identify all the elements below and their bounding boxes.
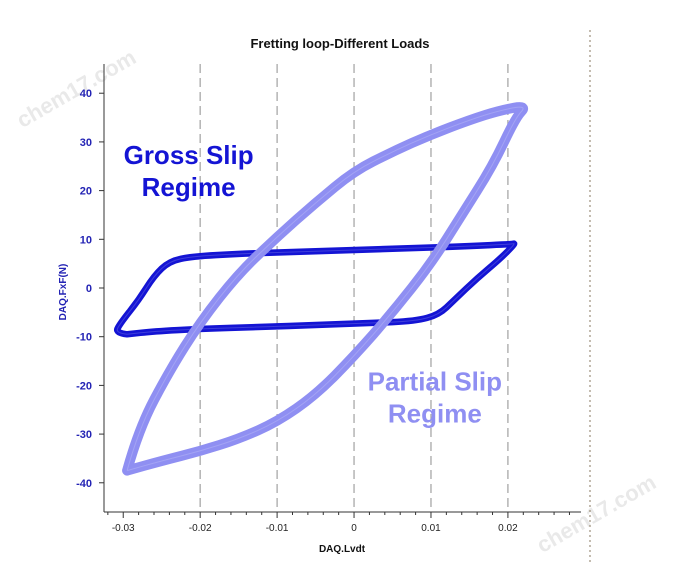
watermark-layer: chem17.com chem17.com — [12, 44, 660, 557]
y-tick-label: -30 — [76, 429, 92, 441]
x-tick-label: 0.01 — [421, 523, 441, 534]
chart-title: Fretting loop-Different Loads — [250, 36, 429, 51]
x-tick-label: 0 — [351, 523, 357, 534]
series-gross-texture — [116, 243, 515, 335]
x-tick-label: -0.01 — [266, 523, 289, 534]
series-partial-loop — [122, 102, 529, 476]
y-axis-ticks: -40 -30 -20 -10 0 10 20 30 40 — [76, 88, 104, 490]
x-tick-label: 0.02 — [498, 523, 518, 534]
y-tick-label: 30 — [80, 137, 92, 149]
y-axis-label: DAQ.FxF(N) — [58, 264, 69, 321]
series-layer — [113, 102, 529, 476]
x-axis-label: DAQ.Lvdt — [319, 544, 366, 555]
y-tick-label: -10 — [76, 332, 92, 344]
series-partial-texture — [126, 106, 524, 472]
watermark-text: chem17.com — [532, 469, 660, 557]
y-tick-label: -40 — [76, 478, 92, 490]
series-gross-loop — [113, 240, 518, 338]
x-tick-label: -0.03 — [112, 523, 135, 534]
y-tick-label: 0 — [86, 283, 92, 295]
y-tick-label: 10 — [80, 234, 92, 246]
watermark-text: chem17.com — [12, 44, 140, 132]
annotation-partial-slip-regime: Regime — [388, 398, 482, 428]
grid-lines — [199, 64, 509, 512]
y-tick-label: 40 — [80, 88, 92, 100]
annotation-gross-slip-regime: Regime — [142, 172, 236, 202]
y-tick-label: 20 — [80, 186, 92, 198]
x-tick-label: -0.02 — [189, 523, 212, 534]
y-tick-label: -20 — [76, 380, 92, 392]
annotation-gross-slip-regime: Gross Slip — [124, 140, 254, 170]
annotation-partial-slip-regime: Partial Slip — [368, 366, 502, 396]
x-axis-ticks: -0.03 -0.02 -0.01 0 0.01 0.02 — [107, 512, 570, 534]
